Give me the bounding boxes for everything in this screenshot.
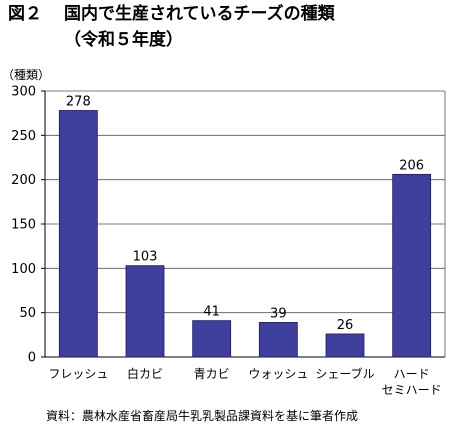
x-tick-label: ウォッシュ: [248, 367, 308, 381]
data-label: 39: [270, 306, 287, 321]
x-tick-label: フレッシュ: [48, 367, 108, 381]
y-tick-label: 0: [28, 351, 36, 366]
y-tick-label: 50: [19, 306, 36, 321]
data-label: 26: [337, 318, 354, 333]
bar: [392, 173, 432, 358]
y-tick-label: 250: [11, 129, 36, 144]
y-tick-label: 100: [11, 262, 36, 277]
bar: [258, 322, 298, 358]
x-tick-label: シェーブル: [315, 366, 374, 381]
x-tick-label: 白カビ: [127, 366, 163, 381]
chart-title: 図２ 国内で生産されているチーズの種類: [8, 2, 335, 26]
bar: [58, 110, 98, 358]
figure-label: 図２: [8, 4, 42, 24]
x-tick-label: 青カビ: [194, 367, 230, 381]
chart-subtitle: （令和５年度）: [64, 30, 183, 50]
y-tick-label: 300: [11, 85, 36, 100]
data-label: 206: [399, 158, 424, 173]
title-text: 国内で生産されているチーズの種類: [64, 4, 335, 24]
data-label: 41: [203, 305, 220, 320]
data-label: 103: [133, 250, 158, 265]
source-note: 資料：農林水産省畜産局牛乳乳製品課資料を基に筆者作成: [46, 409, 359, 423]
x-tick-label: ハードセミハード: [382, 367, 442, 397]
y-tick-label: 200: [11, 173, 36, 188]
y-tick-label: 150: [11, 218, 36, 233]
bar: [325, 333, 365, 358]
y-axis-unit-label: （種類）: [2, 68, 51, 82]
bar: [192, 320, 232, 358]
bar: [125, 265, 165, 358]
data-label: 278: [66, 95, 91, 110]
